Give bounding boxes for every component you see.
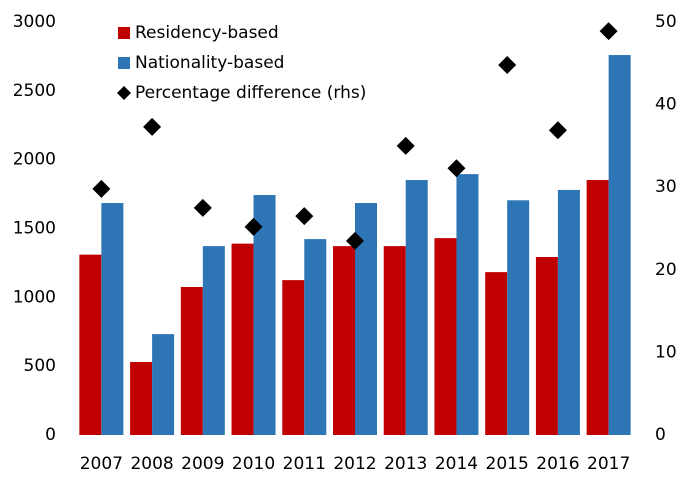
y2-tick-label: 40 <box>655 95 677 115</box>
marker <box>92 179 111 198</box>
y-tick-label: 2000 <box>13 150 56 170</box>
marker <box>244 217 263 236</box>
marker <box>346 231 364 250</box>
bar <box>355 203 377 435</box>
y-tick-label: 0 <box>45 425 56 445</box>
x-tick-label: 2011 <box>283 454 326 474</box>
marker <box>295 207 314 226</box>
marker <box>396 136 415 155</box>
legend-label: Percentage difference (rhs) <box>135 83 366 103</box>
y2-tick-label: 0 <box>655 425 666 445</box>
bar <box>282 280 305 435</box>
x-tick-label: 2008 <box>130 454 173 474</box>
x-tick-label: 2012 <box>333 454 376 474</box>
legend-label: Nationality-based <box>135 53 284 73</box>
bar <box>383 246 406 435</box>
bar <box>586 180 609 435</box>
y-tick-label: 1500 <box>13 219 56 239</box>
x-tick-label: 2017 <box>587 454 630 474</box>
x-tick-label: 2007 <box>80 454 123 474</box>
bar <box>79 254 102 435</box>
bar <box>231 243 254 435</box>
y2-tick-label: 20 <box>655 260 677 280</box>
marker <box>143 117 162 136</box>
x-tick-label: 2013 <box>384 454 427 474</box>
bar <box>202 246 225 435</box>
y2-tick-label: 10 <box>655 342 677 362</box>
y-tick-label: 2500 <box>13 81 56 101</box>
y2-tick-label: 30 <box>655 177 677 197</box>
legend-swatch <box>118 57 130 69</box>
x-tick-label: 2009 <box>181 454 224 474</box>
bar <box>507 200 530 435</box>
bar <box>608 55 631 435</box>
y2-tick-label: 50 <box>655 12 677 32</box>
y-tick-label: 3000 <box>13 12 56 32</box>
marker <box>193 198 212 217</box>
bar <box>557 189 580 435</box>
bar <box>304 239 327 435</box>
legend-label: Residency-based <box>135 23 279 43</box>
bar <box>434 238 457 435</box>
y-tick-label: 1000 <box>13 287 56 307</box>
y-tick-label: 500 <box>24 356 56 376</box>
marker <box>599 22 618 41</box>
marker <box>447 159 466 178</box>
bar <box>333 246 355 435</box>
x-tick-label: 2016 <box>536 454 579 474</box>
bar <box>456 174 479 435</box>
legend-marker <box>117 86 131 100</box>
marker <box>498 55 517 74</box>
x-tick-label: 2015 <box>486 454 529 474</box>
x-tick-label: 2010 <box>232 454 275 474</box>
bar <box>101 203 124 435</box>
marker <box>548 121 567 140</box>
bar <box>485 272 508 435</box>
legend-swatch <box>118 27 130 39</box>
bar <box>180 287 203 435</box>
bar <box>130 362 153 435</box>
x-tick-label: 2014 <box>435 454 478 474</box>
bar <box>253 195 276 435</box>
bar <box>535 256 558 435</box>
bar <box>152 334 175 435</box>
bar <box>405 180 428 435</box>
